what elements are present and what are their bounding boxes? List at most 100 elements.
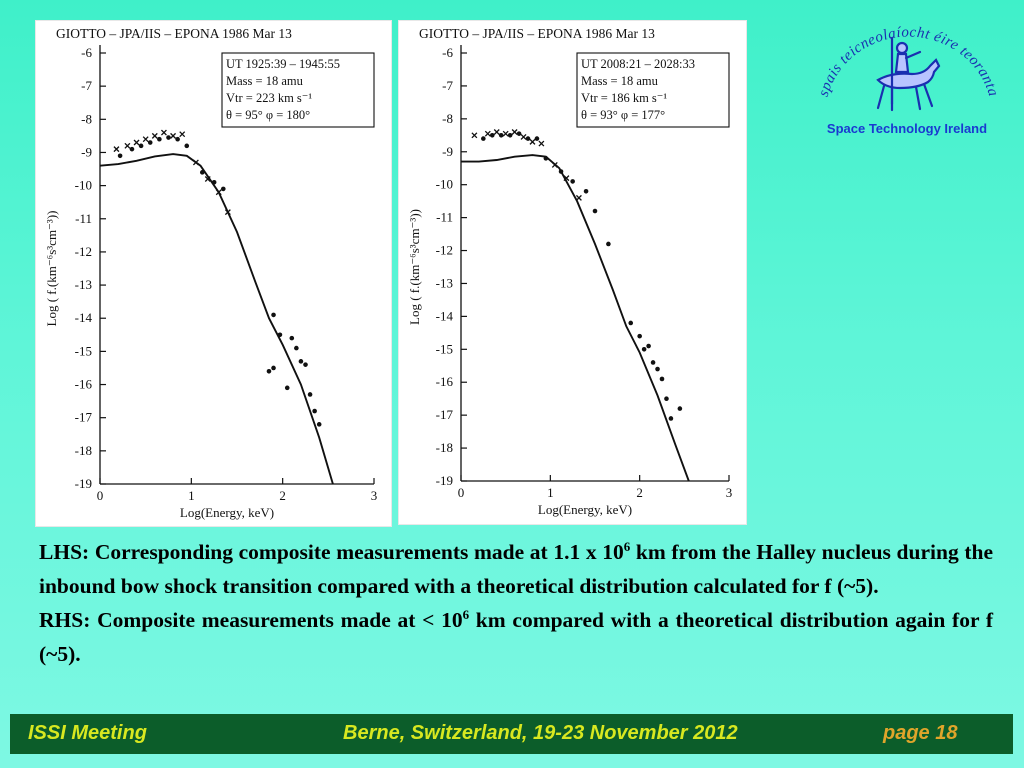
data-point	[646, 343, 651, 349]
data-point-x-stroke	[192, 159, 199, 166]
data-point-x-stroke	[551, 161, 558, 168]
data-point	[211, 180, 217, 185]
x-axis-label: Log(Energy, keV)	[538, 502, 632, 517]
annotation-line: UT 2008:21 – 2028:33	[581, 57, 695, 71]
x-tick-label: 3	[371, 488, 378, 503]
data-point-x	[529, 138, 536, 145]
data-point	[525, 136, 531, 141]
data-point-x-stroke	[142, 136, 149, 143]
chart-title: GIOTTO – JPA/IIS – EPONA 1986 Mar 13	[56, 26, 292, 41]
footer-place-date: Berne, Switzerland, 19-23 November 2012	[343, 722, 738, 744]
data-point	[266, 368, 272, 374]
data-point	[606, 241, 611, 247]
data-point-x-stroke	[124, 142, 131, 149]
data-point	[516, 131, 522, 136]
data-point-x-stroke	[529, 138, 536, 145]
data-point	[583, 188, 589, 194]
annotation-line: θ = 93° φ = 177°	[581, 108, 665, 122]
data-point	[303, 362, 308, 367]
data-point-x-stroke	[502, 130, 509, 137]
data-point-x	[551, 161, 558, 168]
chart-title: GIOTTO – JPA/IIS – EPONA 1986 Mar 13	[419, 26, 655, 41]
data-point-x	[520, 133, 527, 140]
annotation-line: Vtr = 186 km s⁻¹	[581, 91, 667, 105]
data-point-x	[160, 129, 167, 136]
x-tick-label: 1	[547, 485, 554, 500]
y-tick-label: -12	[436, 243, 453, 258]
data-point-x	[192, 159, 199, 166]
y-tick-label: -17	[75, 410, 93, 425]
data-point-x-stroke	[563, 175, 570, 182]
data-point	[316, 422, 322, 427]
y-tick-label: -10	[436, 177, 453, 192]
slide-caption: LHS: Corresponding composite measurement…	[39, 535, 993, 671]
data-point	[628, 320, 634, 326]
data-point	[664, 396, 669, 401]
data-point	[129, 146, 135, 152]
y-tick-label: -18	[436, 440, 453, 455]
data-point	[184, 143, 190, 149]
data-point-x	[575, 194, 582, 201]
data-point-x	[204, 176, 211, 182]
data-point	[307, 392, 313, 397]
data-point-x	[170, 132, 177, 139]
data-point	[498, 133, 504, 138]
y-tick-label: -19	[436, 473, 453, 488]
data-point	[481, 136, 486, 141]
data-point	[659, 376, 665, 382]
horseman-icon	[876, 36, 941, 112]
data-point	[650, 360, 656, 365]
footer-bar: ISSI Meeting Berne, Switzerland, 19-23 N…	[10, 714, 1013, 754]
y-tick-label: -6	[81, 45, 92, 60]
data-point	[157, 136, 162, 142]
data-point-x	[538, 140, 545, 147]
caption-rhs: RHS: Composite measurements made at < 10…	[39, 607, 993, 666]
data-point-x	[563, 175, 570, 182]
data-point	[117, 153, 123, 159]
data-point	[558, 169, 564, 174]
y-tick-label: -9	[81, 144, 92, 159]
data-point-x-stroke	[493, 129, 500, 135]
y-tick-label: -12	[75, 244, 92, 259]
data-point-x	[179, 131, 186, 138]
data-point	[668, 416, 674, 421]
data-point-x	[124, 142, 131, 149]
data-point	[570, 179, 575, 184]
footer-page-number: page 18	[883, 722, 958, 744]
data-point-x	[484, 130, 491, 137]
x-tick-label: 2	[636, 485, 643, 500]
data-point-x-stroke	[215, 189, 222, 196]
data-point	[641, 347, 647, 352]
annotation-box	[221, 52, 375, 128]
data-point	[147, 140, 153, 145]
data-point	[312, 408, 317, 414]
y-tick-label: -13	[75, 277, 92, 292]
data-point-x-stroke	[575, 194, 582, 201]
data-point	[277, 332, 283, 338]
y-tick-label: -17	[436, 407, 454, 422]
y-tick-label: -18	[75, 443, 92, 458]
data-point	[534, 136, 540, 141]
x-tick-label: 0	[97, 488, 104, 503]
data-point-x	[215, 189, 222, 196]
data-point-x	[511, 129, 518, 135]
annotation-line: Mass = 18 amu	[226, 74, 304, 88]
x-tick-label: 2	[279, 488, 286, 503]
y-tick-label: -16	[75, 377, 93, 392]
chart-left: GIOTTO – JPA/IIS – EPONA 1986 Mar 13 -6 -7…	[44, 26, 378, 520]
y-tick-label: -14	[75, 310, 93, 325]
annotation-line: Mass = 18 amu	[581, 74, 659, 88]
data-point	[543, 156, 549, 161]
y-tick-label: -15	[75, 343, 92, 358]
data-point-x-stroke	[471, 132, 478, 139]
data-point-x-stroke	[204, 176, 211, 182]
caption-lhs: LHS: Corresponding composite measurement…	[39, 539, 993, 598]
x-tick-label: 1	[188, 488, 195, 503]
data-point-x	[133, 139, 140, 146]
x-axis-label: Log(Energy, keV)	[180, 505, 274, 520]
data-point	[298, 359, 304, 364]
space-technology-ireland-logo: spais teicneolaíocht éire teoranta	[800, 8, 1014, 148]
y-tick-label: -7	[442, 78, 453, 93]
data-point	[221, 186, 226, 192]
data-point	[507, 133, 513, 138]
